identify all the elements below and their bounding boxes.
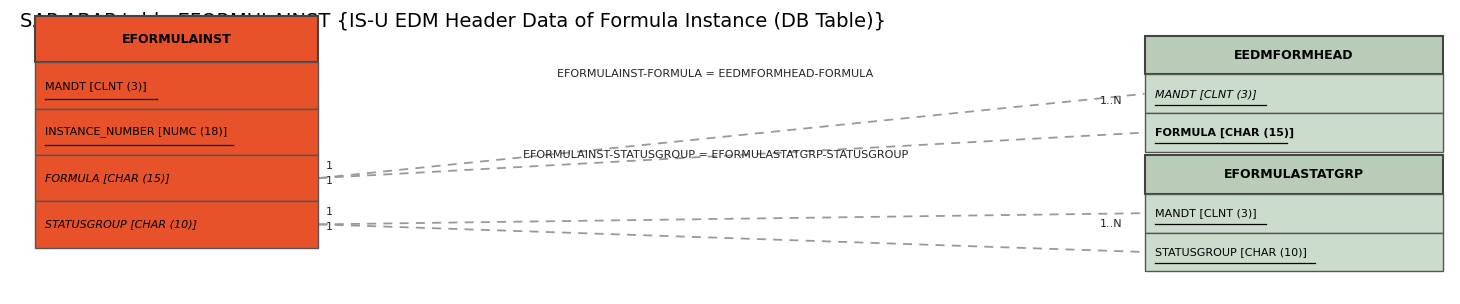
- Text: EFORMULAINST-FORMULA = EEDMFORMHEAD-FORMULA: EFORMULAINST-FORMULA = EEDMFORMHEAD-FORM…: [558, 69, 873, 79]
- Bar: [1145, 155, 1442, 194]
- Bar: [35, 201, 318, 247]
- Text: 1: 1: [326, 176, 333, 186]
- Text: STATUSGROUP [CHAR (10)]: STATUSGROUP [CHAR (10)]: [45, 219, 197, 230]
- Text: MANDT [CLNT (3)]: MANDT [CLNT (3)]: [1155, 89, 1257, 99]
- Text: FORMULA [CHAR (15)]: FORMULA [CHAR (15)]: [1155, 127, 1294, 138]
- Text: SAP ABAP table EFORMULAINST {IS-U EDM Header Data of Formula Instance (DB Table): SAP ABAP table EFORMULAINST {IS-U EDM He…: [20, 12, 886, 31]
- Text: 1: 1: [326, 207, 333, 217]
- Bar: [1145, 74, 1442, 113]
- Bar: [1145, 194, 1442, 233]
- Text: EFORMULAINST-STATUSGROUP = EFORMULASTATGRP-STATUSGROUP: EFORMULAINST-STATUSGROUP = EFORMULASTATG…: [523, 150, 908, 160]
- Text: 1: 1: [326, 161, 333, 171]
- Text: EEDMFORMHEAD: EEDMFORMHEAD: [1234, 49, 1353, 61]
- Bar: [1145, 36, 1442, 74]
- Bar: [35, 155, 318, 201]
- Text: 1: 1: [326, 222, 333, 232]
- Text: EFORMULASTATGRP: EFORMULASTATGRP: [1223, 168, 1364, 181]
- Bar: [35, 62, 318, 109]
- Bar: [1145, 113, 1442, 152]
- Bar: [1145, 233, 1442, 271]
- Text: STATUSGROUP [CHAR (10)]: STATUSGROUP [CHAR (10)]: [1155, 247, 1307, 257]
- Bar: [35, 16, 318, 62]
- Text: 1..N: 1..N: [1099, 96, 1123, 106]
- Text: MANDT [CLNT (3)]: MANDT [CLNT (3)]: [1155, 208, 1256, 218]
- Bar: [35, 109, 318, 155]
- Text: MANDT [CLNT (3)]: MANDT [CLNT (3)]: [45, 81, 146, 91]
- Text: 1..N: 1..N: [1099, 219, 1123, 229]
- Text: INSTANCE_NUMBER [NUMC (18)]: INSTANCE_NUMBER [NUMC (18)]: [45, 126, 228, 137]
- Text: FORMULA [CHAR (15)]: FORMULA [CHAR (15)]: [45, 173, 169, 183]
- Text: EFORMULAINST: EFORMULAINST: [121, 33, 232, 46]
